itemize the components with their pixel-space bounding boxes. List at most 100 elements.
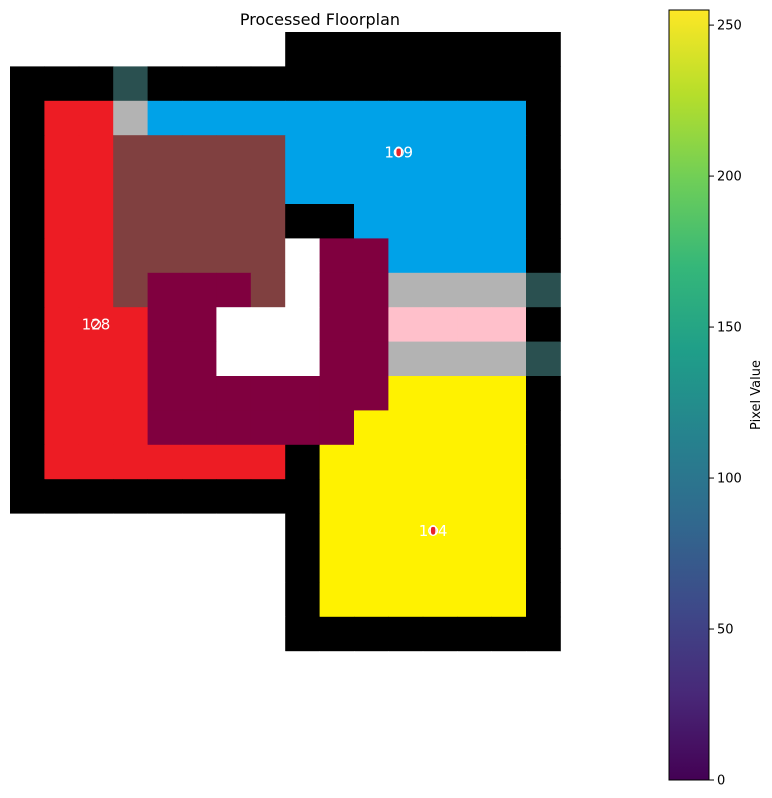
floorplan-cell [354, 479, 389, 514]
floorplan-cell [422, 444, 458, 480]
floorplan-cell [491, 32, 527, 67]
floorplan-cell [422, 582, 458, 618]
floorplan-cell [422, 341, 458, 377]
floorplan-cell [78, 651, 114, 686]
floorplan-cell [44, 100, 80, 136]
floorplan-cell [147, 548, 183, 583]
floorplan-cell [388, 66, 424, 102]
floorplan-cell [250, 582, 286, 618]
floorplan-cell [285, 66, 320, 102]
floorplan-cell [388, 548, 424, 583]
floorplan-cell [113, 169, 148, 205]
floorplan-cell [113, 513, 148, 549]
floorplan-cell [44, 548, 80, 583]
floorplan-cell [10, 651, 45, 686]
floorplan-cell [44, 582, 80, 618]
floorplan-cell [319, 169, 355, 205]
floorplan-cell [10, 444, 45, 480]
floorplan-cell [250, 616, 286, 652]
floorplan-cell [113, 272, 148, 308]
floorplan-cell [250, 66, 286, 102]
floorplan-cell [422, 32, 458, 67]
colorbar-ticks: 0 50 100 150 200 250 [709, 19, 742, 789]
floorplan-cell [44, 341, 80, 377]
floorplan-cell [216, 204, 252, 239]
floorplan-cell [354, 32, 389, 67]
floorplan-cell [10, 479, 45, 514]
floorplan-cell [319, 32, 355, 67]
floorplan-cell [113, 100, 148, 136]
floorplan-cell [285, 272, 320, 308]
floorplan-cell [113, 66, 148, 102]
floorplan-cell [457, 341, 492, 377]
floorplan-cell [388, 272, 424, 308]
floorplan-cell [182, 513, 217, 549]
floorplan-cell [113, 444, 148, 480]
floorplan-cell [457, 651, 492, 686]
floorplan-cell [388, 376, 424, 411]
floorplan-cell [388, 582, 424, 618]
floorplan-cell [216, 100, 252, 136]
floorplan-cell [491, 204, 527, 239]
floorplan-cell [113, 135, 148, 170]
floorplan-cell [319, 513, 355, 549]
floorplan-cell [250, 410, 286, 446]
floorplan-cell [354, 376, 389, 411]
floorplan-cell [10, 341, 45, 377]
floorplan-cell [182, 479, 217, 514]
floorplan-cell [354, 513, 389, 549]
floorplan-cell [285, 238, 320, 274]
floorplan-cell [285, 341, 320, 377]
floorplan-cell [491, 272, 527, 308]
colorbar-tick-label: 100 [717, 472, 742, 487]
floorplan-cell [285, 100, 320, 136]
floorplan-cell [113, 479, 148, 514]
floorplan-cell [319, 341, 355, 377]
floorplan-cell [457, 410, 492, 446]
floorplan-cell [10, 135, 45, 170]
floorplan-cell [491, 66, 527, 102]
floorplan-cell [491, 444, 527, 480]
floorplan-cell [526, 341, 561, 377]
floorplan-cell [388, 479, 424, 514]
floorplan-cell [78, 66, 114, 102]
floorplan-cell [78, 169, 114, 205]
floorplan-cell [491, 135, 527, 170]
floorplan-cell [285, 651, 320, 686]
floorplan-cell [250, 272, 286, 308]
floorplan-cell [182, 548, 217, 583]
floorplan-cell [10, 272, 45, 308]
floorplan-cell [113, 410, 148, 446]
floorplan-cell [250, 548, 286, 583]
floorplan-cell [10, 410, 45, 446]
floorplan-cell [147, 410, 183, 446]
room-marker [393, 147, 404, 158]
floorplan-cell [388, 444, 424, 480]
floorplan-cell [457, 616, 492, 652]
floorplan-cell [44, 169, 80, 205]
floorplan-cell [285, 513, 320, 549]
floorplan-cell [147, 272, 183, 308]
floorplan-cell [526, 582, 561, 618]
floorplan-cell [250, 341, 286, 377]
colorbar-tick-label: 150 [717, 321, 742, 336]
room-marker [428, 525, 439, 536]
floorplan-cell [78, 548, 114, 583]
floorplan-cell [250, 32, 286, 67]
floorplan-cell [354, 410, 389, 446]
floorplan-cell [319, 651, 355, 686]
floorplan-cell [113, 582, 148, 618]
floorplan-cell [491, 582, 527, 618]
floorplan-cell [182, 204, 217, 239]
floorplan-cell [182, 616, 217, 652]
floorplan-cell [319, 444, 355, 480]
floorplan-cell [216, 66, 252, 102]
floorplan-cell [216, 548, 252, 583]
floorplan-cell [44, 444, 80, 480]
floorplan-cell [491, 410, 527, 446]
floorplan-cell [182, 66, 217, 102]
floorplan-cell [182, 32, 217, 67]
floorplan-cell [182, 376, 217, 411]
floorplan-cell [216, 410, 252, 446]
